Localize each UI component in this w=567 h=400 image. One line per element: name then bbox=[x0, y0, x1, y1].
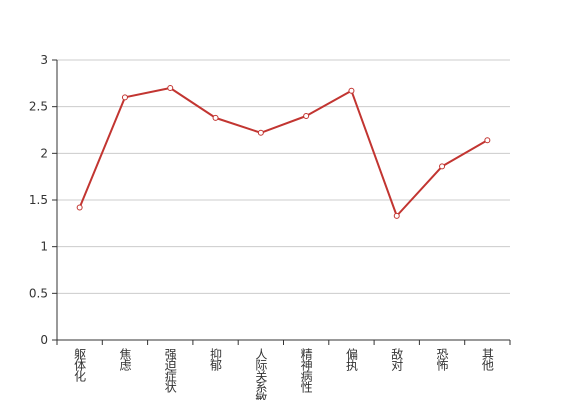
x-tick-label: 恐怖 bbox=[435, 348, 449, 371]
y-tick-label: 2 bbox=[40, 146, 48, 160]
point bbox=[439, 163, 446, 170]
point bbox=[348, 87, 355, 94]
point bbox=[76, 204, 83, 211]
point bbox=[121, 94, 128, 101]
x-tick-label: 其他 bbox=[480, 348, 494, 371]
y-tick-label: 1.5 bbox=[29, 193, 48, 207]
x-tick-label: 人际关系敏感 bbox=[254, 348, 268, 400]
x-tick-label: 强迫症状 bbox=[163, 348, 177, 393]
y-tick-label: 2.5 bbox=[29, 100, 48, 114]
y-tick-label: 0 bbox=[40, 333, 48, 347]
y-tick-label: 1 bbox=[40, 240, 48, 254]
y-tick-label: 3 bbox=[40, 53, 48, 67]
x-tick-label: 抑郁 bbox=[209, 347, 223, 372]
line bbox=[78, 87, 488, 217]
point bbox=[484, 137, 491, 144]
point bbox=[167, 85, 174, 91]
y-tick-label: 0.5 bbox=[29, 286, 48, 300]
point bbox=[212, 114, 219, 121]
x-tick-label: 偏执 bbox=[344, 347, 358, 372]
x-tick-label: 躯体化 bbox=[73, 347, 87, 383]
x-tick-label: 精神病性 bbox=[299, 348, 313, 394]
x-tick-label: 焦虑 bbox=[118, 348, 132, 371]
point bbox=[257, 129, 264, 136]
point bbox=[303, 113, 310, 119]
x-tick-label: 敌对 bbox=[390, 347, 404, 371]
point bbox=[393, 212, 400, 219]
